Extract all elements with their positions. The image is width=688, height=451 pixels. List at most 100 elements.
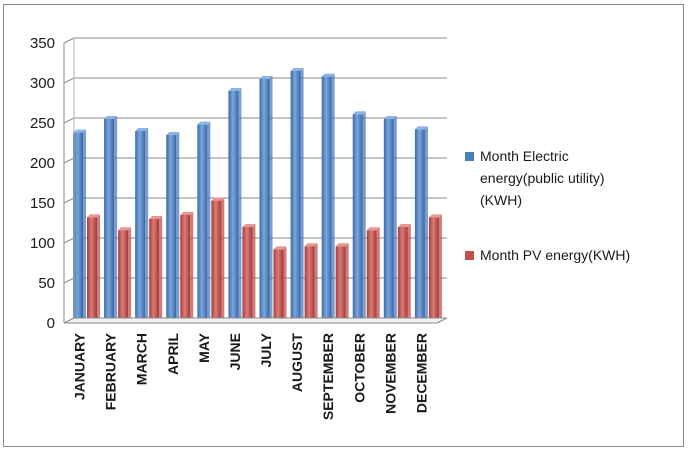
bar-top	[414, 126, 428, 130]
axes-group	[63, 38, 448, 324]
bar-top	[428, 214, 442, 218]
bar	[166, 132, 180, 323]
bar	[397, 224, 411, 323]
bar	[273, 246, 287, 323]
y-tick-labels: 0 50 100 150 200 250 300 350	[30, 35, 55, 332]
bar-side	[114, 116, 118, 323]
legend-label: energy(public utility)	[480, 170, 605, 186]
bar-front	[118, 230, 129, 323]
x-tick-label: AUGUST	[289, 333, 305, 393]
bar	[242, 224, 256, 323]
bar-side	[331, 73, 335, 323]
y-tick-label: 350	[30, 35, 55, 52]
y-tick-label: 0	[47, 315, 55, 332]
x-tick-label: FEBRUARY	[103, 332, 119, 410]
bar-front	[73, 132, 83, 323]
bar	[180, 212, 194, 323]
x-tick-label: JULY	[258, 332, 274, 367]
bar-front	[104, 119, 115, 323]
bar	[428, 214, 442, 323]
bar-side	[407, 224, 411, 323]
bar-side	[424, 126, 428, 324]
bar-side	[190, 212, 194, 323]
bar-top	[290, 68, 304, 71]
bar-top	[304, 243, 318, 247]
bar-top	[228, 88, 242, 91]
bar	[290, 68, 304, 323]
bar-top	[211, 197, 225, 201]
y-tick-label: 100	[30, 235, 55, 252]
bar-top	[273, 246, 287, 250]
bar-front	[397, 227, 408, 323]
bar-front	[335, 246, 346, 323]
bar	[259, 76, 273, 323]
x-tick-label: DECEMBER	[413, 333, 429, 413]
bar-top	[104, 116, 118, 119]
x-tick-label: NOVEMBER	[382, 333, 398, 414]
bar	[352, 111, 366, 323]
bar-side	[159, 216, 163, 323]
legend-label: Month Electric	[480, 148, 569, 164]
bar-side	[345, 243, 349, 323]
bar	[104, 116, 118, 323]
legend-swatch	[465, 251, 474, 260]
bar-side	[362, 111, 366, 323]
x-tick-label: SEPTEMBER	[320, 333, 336, 420]
bar-top	[180, 212, 194, 215]
bars-group	[73, 68, 442, 324]
bar-side	[252, 224, 256, 323]
bar	[197, 121, 211, 323]
bar-side	[238, 88, 242, 323]
bar-front	[352, 114, 363, 323]
legend: Month Electric energy(public utility) (KWH…	[465, 148, 630, 263]
bar-front	[228, 91, 239, 323]
bar	[118, 227, 132, 323]
bar-top	[197, 121, 211, 125]
bar-front	[259, 79, 270, 323]
bar-front	[149, 219, 160, 323]
y-tick-label: 150	[30, 195, 55, 212]
legend-entry: Month PV energy(KWH)	[465, 247, 630, 263]
bar-top	[242, 224, 256, 227]
y-tick-label: 200	[30, 155, 55, 172]
x-tick-label: JUNE	[227, 333, 243, 370]
bar-front	[197, 124, 208, 323]
bar-side	[283, 246, 287, 323]
bar-chart: 0 50 100 150 200 250 300 350 JANUARY FEBRUARY MAR…	[30, 35, 630, 420]
bar	[335, 243, 349, 323]
bar-side	[314, 243, 318, 323]
bar-front	[366, 230, 377, 323]
bar-top	[321, 73, 335, 77]
bar-side	[269, 76, 273, 323]
legend-swatch	[465, 152, 474, 161]
bar-front	[304, 246, 315, 323]
bar	[321, 73, 335, 323]
bar	[383, 116, 397, 323]
bar-front	[166, 135, 177, 323]
bar-side	[221, 197, 225, 323]
bar-top	[335, 243, 349, 247]
x-tick-labels: JANUARY FEBRUARY MARCH APRIL MAY JUNE JULY AUGU…	[72, 332, 430, 420]
bar-top	[166, 132, 180, 135]
bar-front	[428, 217, 439, 323]
y-tick-label: 250	[30, 115, 55, 132]
bar-top	[118, 227, 132, 231]
bar-side	[376, 227, 380, 323]
bar-top	[352, 111, 366, 115]
chart-frame: 0 50 100 150 200 250 300 350 JANUARY FEBRUARY MAR…	[3, 4, 684, 447]
bar-front	[242, 227, 253, 323]
bar-top	[383, 116, 397, 119]
legend-label: Month PV energy(KWH)	[480, 247, 630, 263]
x-tick-label: APRIL	[165, 333, 181, 375]
bar	[149, 216, 163, 323]
bar-top	[259, 76, 273, 79]
bar-side	[438, 214, 442, 323]
bar-top	[87, 214, 100, 218]
bar-side	[300, 68, 304, 323]
bar-side	[145, 128, 149, 323]
bar-side	[393, 116, 397, 323]
bar-front	[180, 215, 191, 323]
x-tick-label: OCTOBER	[351, 333, 367, 403]
bar-front	[211, 200, 222, 323]
legend-label: (KWH)	[480, 192, 522, 208]
